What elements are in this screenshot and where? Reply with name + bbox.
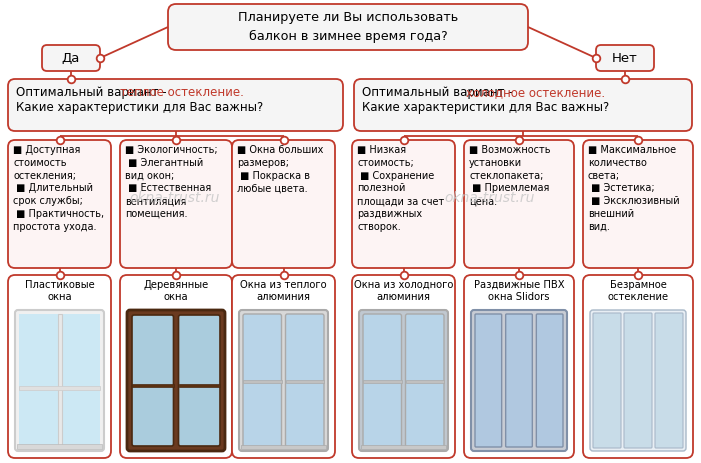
Text: Пластиковые
окна: Пластиковые окна	[25, 280, 95, 302]
FancyBboxPatch shape	[363, 314, 402, 447]
FancyBboxPatch shape	[127, 310, 225, 451]
FancyBboxPatch shape	[15, 310, 104, 451]
FancyBboxPatch shape	[179, 315, 220, 446]
Text: ■ Максимальное
количество
света;
 ■ Эстетика;
 ■ Эксклюзивный
внешний
вид.: ■ Максимальное количество света; ■ Эстет…	[588, 145, 680, 232]
Text: Оптимальный вариант -: Оптимальный вариант -	[362, 86, 517, 99]
Text: ■ Доступная
стоимость
остекления;
 ■ Длительный
срок службы;
 ■ Практичность,
пр: ■ Доступная стоимость остекления; ■ Длит…	[13, 145, 104, 232]
FancyBboxPatch shape	[464, 275, 574, 458]
FancyBboxPatch shape	[285, 314, 324, 447]
FancyBboxPatch shape	[120, 140, 232, 268]
Text: ■ Окна больших
размеров;
 ■ Покраска в
любые цвета.: ■ Окна больших размеров; ■ Покраска в лю…	[237, 145, 323, 194]
FancyBboxPatch shape	[596, 45, 654, 71]
FancyBboxPatch shape	[352, 275, 455, 458]
FancyBboxPatch shape	[232, 140, 335, 268]
FancyBboxPatch shape	[405, 314, 444, 447]
FancyBboxPatch shape	[243, 314, 282, 447]
Text: Деревянные
окна: Деревянные окна	[144, 280, 209, 302]
FancyBboxPatch shape	[583, 140, 693, 268]
Bar	[241, 445, 326, 449]
FancyBboxPatch shape	[42, 45, 100, 71]
Text: okna-trust.ru: okna-trust.ru	[445, 191, 535, 205]
Text: ■ Возможность
установки
стеклопакета;
 ■ Приемлемая
цена.: ■ Возможность установки стеклопакета; ■ …	[469, 145, 550, 206]
Text: okna-trust.ru: okna-trust.ru	[130, 191, 220, 205]
Bar	[179, 384, 220, 387]
FancyBboxPatch shape	[132, 315, 174, 446]
FancyBboxPatch shape	[8, 275, 111, 458]
FancyBboxPatch shape	[536, 314, 563, 447]
FancyBboxPatch shape	[168, 4, 528, 50]
FancyBboxPatch shape	[8, 140, 111, 268]
Text: Окна из холодного
алюминия: Окна из холодного алюминия	[354, 280, 453, 302]
FancyBboxPatch shape	[354, 79, 692, 131]
FancyBboxPatch shape	[352, 140, 455, 268]
FancyBboxPatch shape	[590, 310, 686, 451]
Bar	[285, 380, 324, 383]
FancyBboxPatch shape	[583, 275, 693, 458]
Text: Какие характеристики для Вас важны?: Какие характеристики для Вас важны?	[16, 101, 264, 114]
Text: Да: Да	[62, 51, 80, 64]
Bar	[19, 386, 100, 389]
Bar	[132, 384, 174, 387]
Bar	[361, 445, 446, 449]
Text: ■ Экологичность;
 ■ Элегантный
вид окон;
 ■ Естественная
вентиляция
помещения.: ■ Экологичность; ■ Элегантный вид окон; …	[125, 145, 217, 219]
Text: ■ Низкая
стоимость;
 ■ Сохранение
полезной
площади за счет
раздвижных
створок.: ■ Низкая стоимость; ■ Сохранение полезно…	[357, 145, 444, 232]
Bar	[363, 380, 402, 383]
FancyBboxPatch shape	[8, 79, 343, 131]
FancyBboxPatch shape	[655, 313, 683, 448]
Text: Нет: Нет	[612, 51, 638, 64]
FancyBboxPatch shape	[471, 310, 567, 451]
FancyBboxPatch shape	[464, 140, 574, 268]
FancyBboxPatch shape	[505, 314, 532, 447]
FancyBboxPatch shape	[593, 313, 621, 448]
Text: теплое остекление.: теплое остекление.	[120, 86, 244, 99]
Text: Какие характеристики для Вас важны?: Какие характеристики для Вас важны?	[362, 101, 609, 114]
FancyBboxPatch shape	[239, 310, 328, 451]
Bar	[243, 380, 282, 383]
FancyBboxPatch shape	[232, 275, 335, 458]
Text: Планируете ли Вы использовать
балкон в зимнее время года?: Планируете ли Вы использовать балкон в з…	[238, 12, 458, 43]
Text: Оптимальный вариант -: Оптимальный вариант -	[16, 86, 170, 99]
FancyBboxPatch shape	[120, 275, 232, 458]
Text: Безрамное
остекление: Безрамное остекление	[608, 280, 669, 302]
Bar	[57, 314, 62, 447]
FancyBboxPatch shape	[359, 310, 448, 451]
Text: Окна из теплого
алюминия: Окна из теплого алюминия	[240, 280, 327, 302]
Bar	[17, 444, 102, 449]
Text: холодное остекление.: холодное остекление.	[466, 86, 605, 99]
FancyBboxPatch shape	[624, 313, 652, 448]
Bar	[405, 380, 444, 383]
FancyBboxPatch shape	[475, 314, 502, 447]
Bar	[19, 314, 100, 447]
Text: Раздвижные ПВХ
окна Slidors: Раздвижные ПВХ окна Slidors	[474, 280, 564, 302]
